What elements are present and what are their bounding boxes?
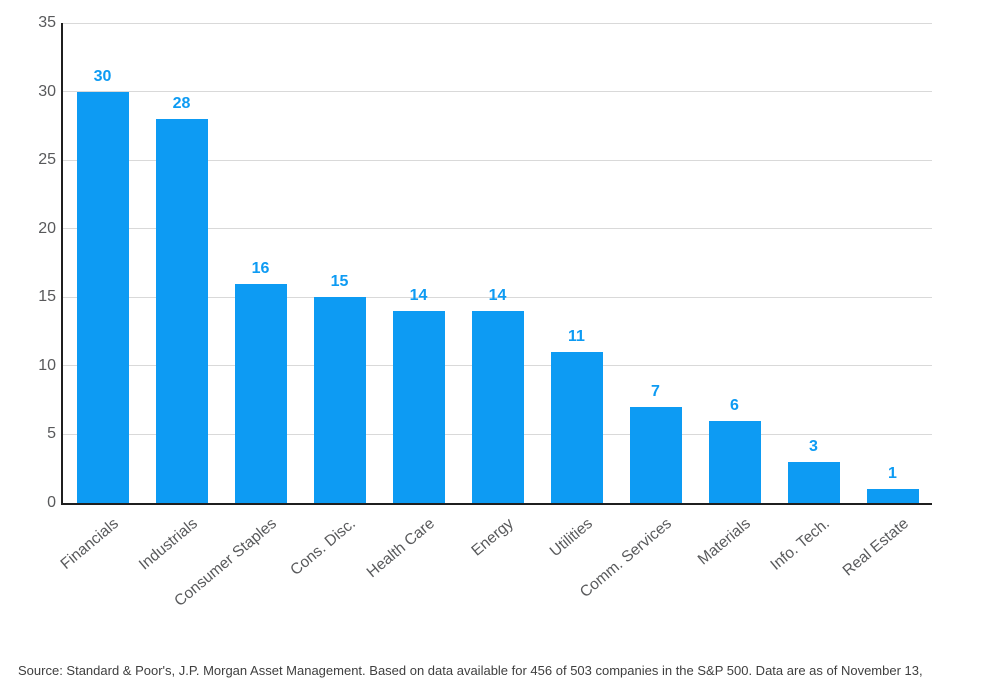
bar-cons-disc <box>313 297 366 503</box>
xtick-label-health-care: Health Care <box>363 515 438 582</box>
xtick-label-financials: Financials <box>57 515 122 573</box>
source-note: Source: Standard & Poor's, J.P. Morgan A… <box>18 663 923 678</box>
plot-area: 30 28 16 15 14 14 11 7 6 3 1 <box>61 22 932 505</box>
ytick-label-5: 5 <box>47 425 56 443</box>
bar-real-estate <box>866 489 919 503</box>
gridline-y-35 <box>63 22 932 24</box>
bar-materials <box>708 420 761 503</box>
xtick-label-info-tech: Info. Tech. <box>766 515 833 574</box>
value-label-financials: 30 <box>93 67 112 85</box>
gridline-y-25 <box>63 159 932 161</box>
ytick-label-30: 30 <box>38 82 56 100</box>
value-label-cons-disc: 15 <box>330 273 349 291</box>
bar-comm-services <box>629 407 682 503</box>
ytick-label-10: 10 <box>38 356 56 374</box>
gridline-y-20 <box>63 228 932 230</box>
value-label-energy: 14 <box>488 287 507 304</box>
bar-consumer-staples <box>234 283 287 503</box>
bar-utilities <box>550 352 603 503</box>
value-label-health-care: 14 <box>409 287 428 304</box>
value-label-consumer-staples: 16 <box>251 259 270 277</box>
bar-industrials <box>155 119 208 503</box>
value-label-utilities: 11 <box>568 328 585 346</box>
ytick-label-15: 15 <box>38 288 56 306</box>
value-label-info-tech: 3 <box>809 437 818 455</box>
xtick-label-cons-disc: Cons. Disc. <box>286 515 359 579</box>
bar-info-tech <box>787 461 840 503</box>
xtick-label-industrials: Industrials <box>135 515 201 574</box>
ytick-label-35: 35 <box>38 14 56 31</box>
ytick-label-25: 25 <box>38 151 56 169</box>
xtick-label-real-estate: Real Estate <box>839 515 912 580</box>
gridline-y-30 <box>63 91 932 93</box>
value-label-industrials: 28 <box>172 95 191 112</box>
xtick-label-energy: Energy <box>467 515 517 560</box>
xtick-label-utilities: Utilities <box>546 515 596 561</box>
gridline-y-15 <box>63 296 932 298</box>
bar-energy <box>471 311 524 503</box>
xtick-label-materials: Materials <box>694 515 754 569</box>
bar-financials <box>76 91 129 503</box>
value-label-materials: 6 <box>730 396 739 414</box>
value-label-real-estate: 1 <box>888 465 897 483</box>
value-label-comm-services: 7 <box>651 383 660 400</box>
bar-health-care <box>392 311 445 503</box>
ytick-label-0: 0 <box>47 494 56 511</box>
ytick-label-20: 20 <box>38 219 56 237</box>
